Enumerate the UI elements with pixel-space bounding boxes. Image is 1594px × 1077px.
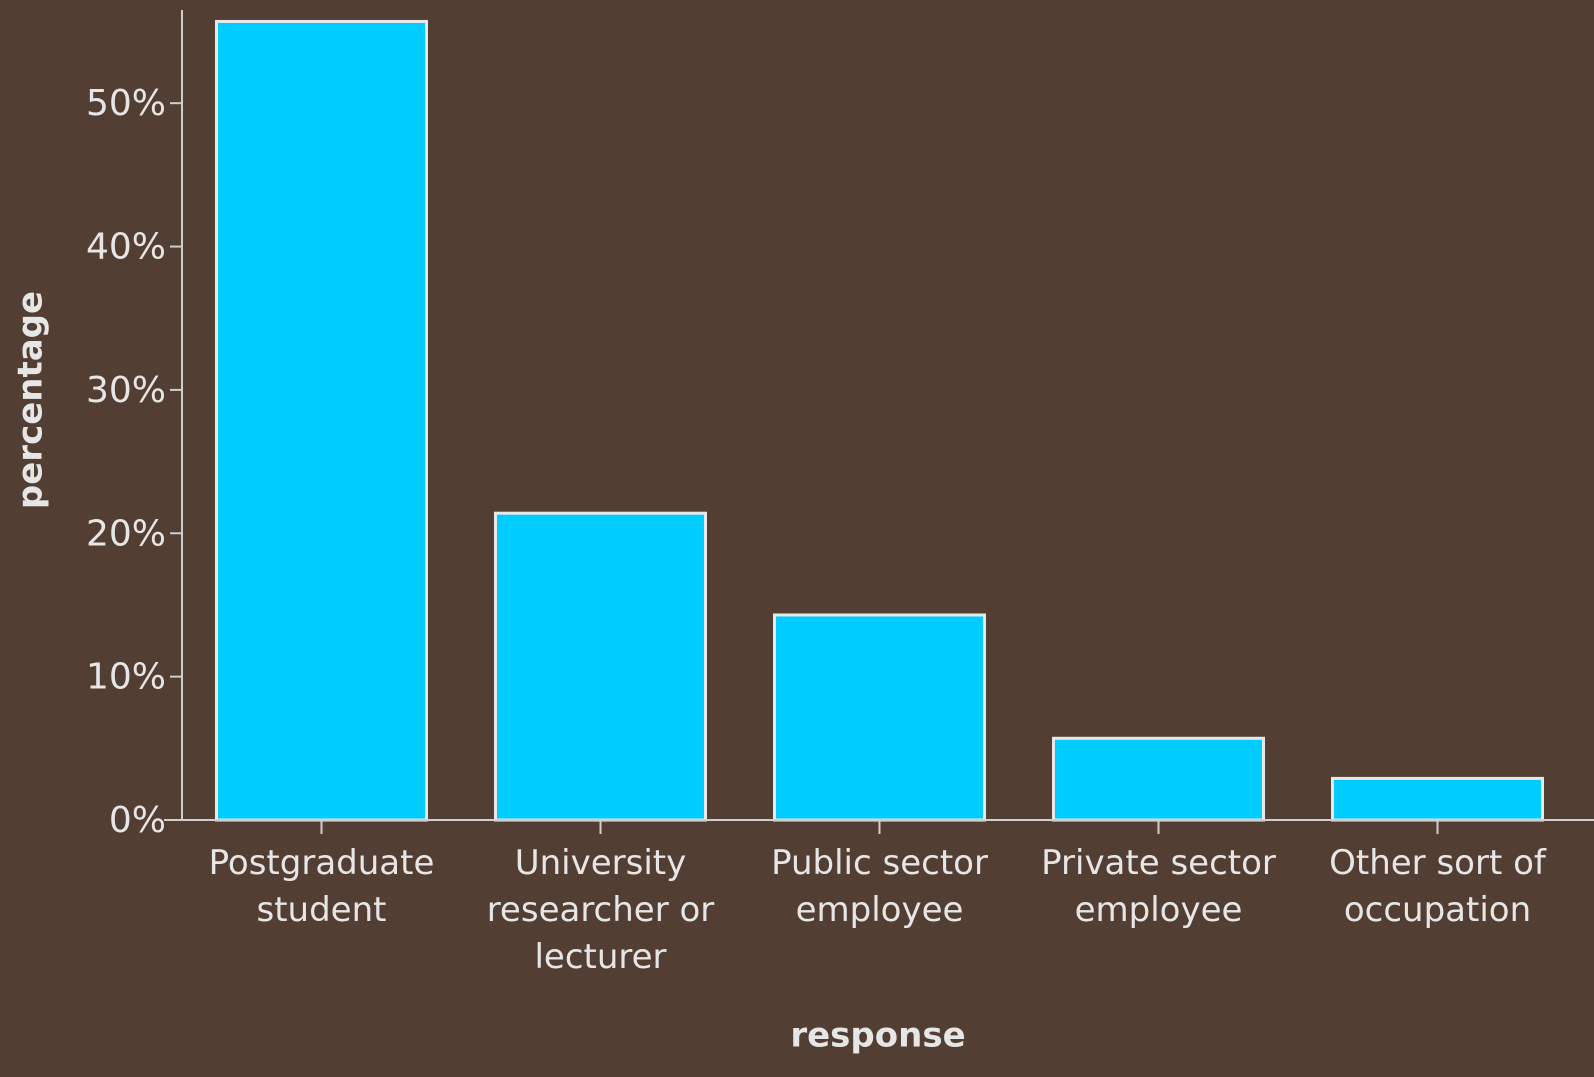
y-axis-label: percentage (11, 291, 51, 509)
y-tick-label: 0% (109, 800, 166, 841)
x-tick-label: Public sector employee (771, 843, 988, 930)
x-tick-label: University researcher or lecturer (486, 843, 715, 977)
bar (1331, 776, 1544, 822)
bar (494, 511, 707, 822)
y-tick-label: 30% (86, 370, 166, 411)
y-tick-label: 20% (86, 513, 166, 554)
y-tick-label: 10% (86, 657, 166, 698)
x-tick-label: Other sort of occupation (1329, 843, 1546, 930)
x-tick-label: Postgraduate student (208, 843, 435, 930)
y-tick-label: 50% (86, 83, 166, 124)
bar (1052, 736, 1265, 822)
x-axis-label: response (790, 1016, 965, 1056)
bar (215, 19, 428, 822)
x-tick-label: Private sector employee (1041, 843, 1276, 930)
bar (773, 613, 986, 822)
y-tick-label: 40% (86, 227, 166, 268)
